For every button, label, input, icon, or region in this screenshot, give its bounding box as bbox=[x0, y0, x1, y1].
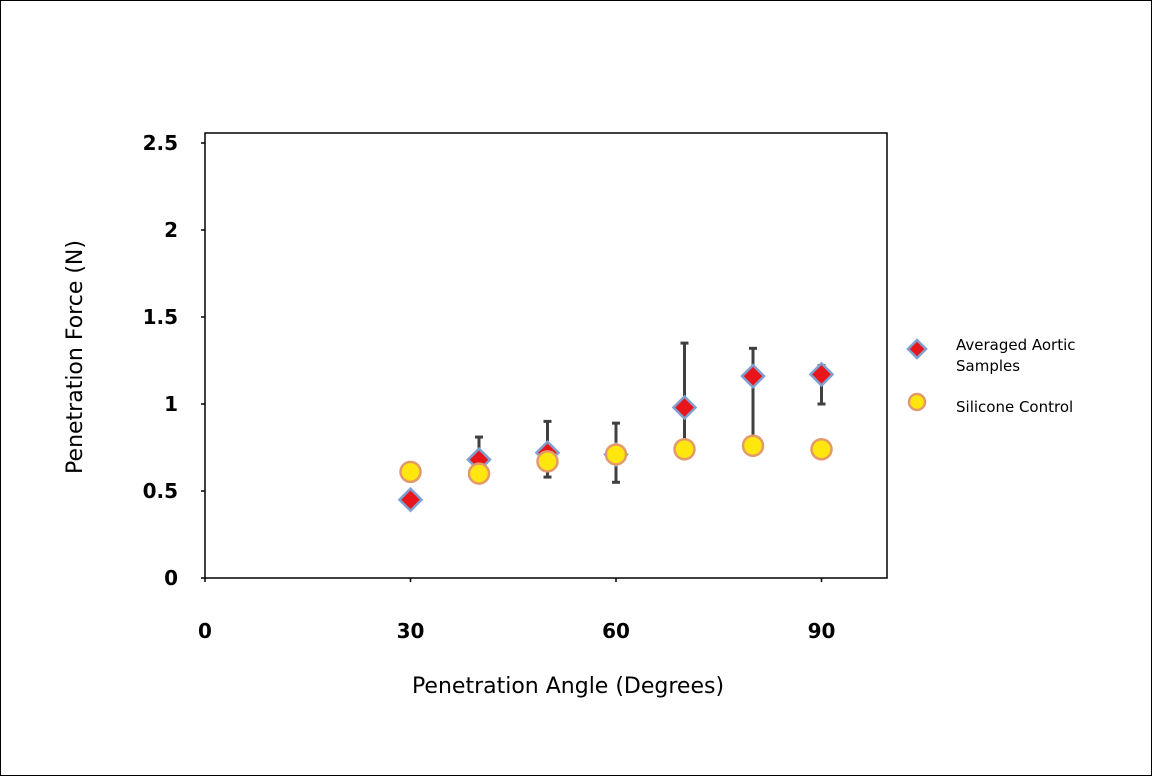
legend-label: Silicone Control bbox=[956, 398, 1073, 416]
aortic-point bbox=[740, 363, 766, 389]
legend-label: Averaged Aortic bbox=[956, 336, 1076, 354]
silicone-point bbox=[536, 450, 559, 473]
silicone-point bbox=[604, 443, 628, 466]
x-tick-label: 90 bbox=[808, 619, 836, 643]
y-tick-label: 0.5 bbox=[143, 479, 178, 503]
silicone-point bbox=[741, 434, 765, 458]
silicone-point bbox=[467, 462, 491, 485]
aortic-point bbox=[671, 394, 698, 421]
x-axis-ticks: 0 30 60 90 bbox=[198, 578, 835, 643]
y-tick-label: 2 bbox=[164, 218, 178, 242]
x-axis-title: Penetration Angle (Degrees) bbox=[412, 674, 724, 699]
aortic-point bbox=[397, 486, 424, 513]
y-tick-label: 0 bbox=[164, 566, 178, 590]
aortic-point bbox=[808, 361, 835, 388]
y-axis-title: Penetration Force (N) bbox=[63, 240, 88, 474]
y-tick-label: 2.5 bbox=[143, 131, 178, 155]
legend-circle-marker bbox=[907, 392, 927, 412]
y-axis-ticks: 0 0.5 1 1.5 2 2.5 bbox=[143, 131, 205, 590]
plot-border bbox=[204, 132, 888, 579]
x-tick-label: 0 bbox=[198, 619, 212, 643]
legend-label: Samples bbox=[956, 357, 1020, 375]
silicone-point bbox=[810, 437, 833, 461]
x-tick-label: 60 bbox=[602, 619, 630, 643]
y-tick-label: 1.5 bbox=[143, 305, 178, 329]
legend-diamond-marker bbox=[906, 338, 928, 360]
silicone-point bbox=[673, 437, 696, 461]
error-bars bbox=[475, 341, 826, 484]
y-tick-label: 1 bbox=[164, 392, 178, 416]
plot-area bbox=[204, 132, 888, 579]
data-markers bbox=[397, 361, 835, 513]
legend: Averaged Aortic Samples Silicone Control bbox=[906, 336, 1076, 416]
silicone-point bbox=[399, 460, 422, 484]
x-tick-label: 30 bbox=[397, 619, 425, 643]
